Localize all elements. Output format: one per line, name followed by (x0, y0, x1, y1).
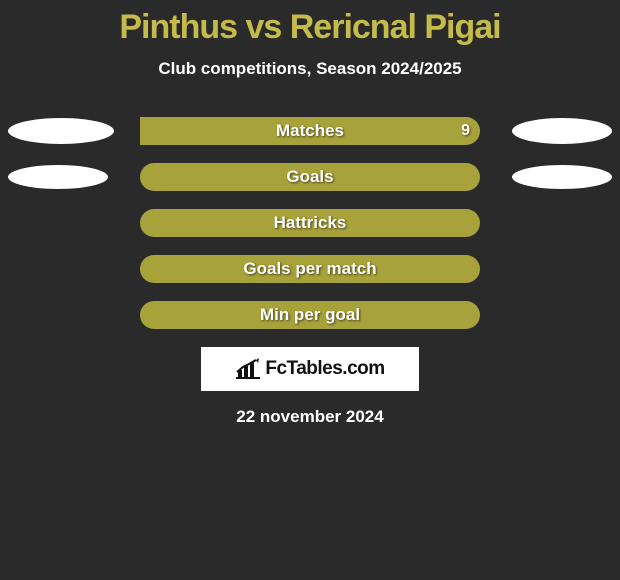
stat-bar (140, 209, 480, 237)
stat-bar (140, 301, 480, 329)
stat-row: Hattricks (0, 209, 620, 237)
comparison-infographic: Pinthus vs Rericnal Pigai Club competiti… (0, 8, 620, 427)
left-value-ellipse (8, 118, 114, 144)
date-label: 22 november 2024 (0, 407, 620, 427)
stat-row: Min per goal (0, 301, 620, 329)
bar-slot: Hattricks (140, 209, 480, 237)
chart-icon (235, 358, 261, 380)
stat-row: Goals per match (0, 255, 620, 283)
brand-badge: FcTables.com (201, 347, 419, 391)
subtitle: Club competitions, Season 2024/2025 (0, 59, 620, 79)
bar-slot: Matches9 (140, 117, 480, 145)
page-title: Pinthus vs Rericnal Pigai (0, 8, 620, 47)
brand-text: FcTables.com (265, 358, 384, 380)
bar-slot: Min per goal (140, 301, 480, 329)
left-value-ellipse (8, 165, 108, 189)
stat-bar (140, 255, 480, 283)
bar-slot: Goals (140, 163, 480, 191)
stat-bar (140, 117, 480, 145)
right-value-ellipse (512, 165, 612, 189)
stat-bar (140, 163, 480, 191)
bar-slot: Goals per match (140, 255, 480, 283)
right-value-ellipse (512, 118, 612, 144)
stat-row: Goals (0, 163, 620, 191)
stats-rows: Matches9 Goals Hattricks Goals per match Min… (0, 117, 620, 329)
stat-row: Matches9 (0, 117, 620, 145)
